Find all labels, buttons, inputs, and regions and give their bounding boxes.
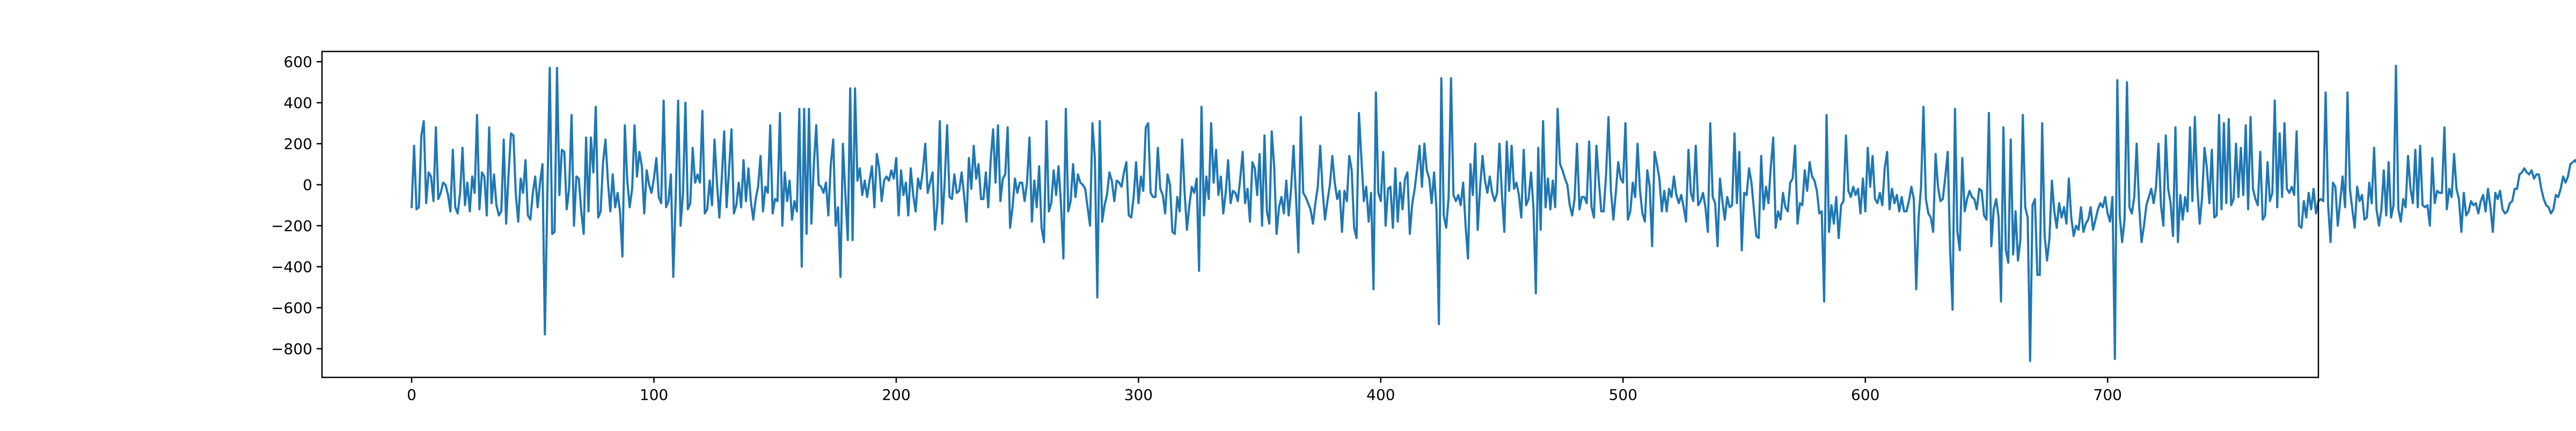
x-axis-ticks: 0 100 200 300 400 500 600 700 — [407, 377, 2122, 404]
x-tick-label: 500 — [1609, 386, 1637, 404]
y-axis-ticks: −800 −600 −400 −200 0 200 400 600 — [271, 53, 322, 358]
series-layer — [411, 64, 2576, 362]
y-tick-label: −400 — [271, 258, 312, 276]
plot-area-background — [322, 51, 2318, 377]
y-tick-label: −200 — [271, 217, 312, 235]
series-line — [411, 64, 2576, 362]
y-tick-label: 0 — [303, 176, 312, 194]
y-tick-label: 200 — [284, 135, 312, 153]
plot-area-frame — [321, 50, 2319, 378]
x-tick-label: 300 — [1124, 386, 1153, 404]
x-tick-label: 600 — [1851, 386, 1879, 404]
y-tick-label: 400 — [284, 94, 312, 112]
y-tick-label: −800 — [271, 340, 312, 358]
y-tick-label: −600 — [271, 299, 312, 317]
x-tick-label: 0 — [407, 386, 416, 404]
x-tick-label: 100 — [640, 386, 668, 404]
x-tick-label: 400 — [1366, 386, 1395, 404]
x-tick-label: 200 — [882, 386, 910, 404]
x-tick-label: 700 — [2094, 386, 2122, 404]
y-tick-label: 600 — [284, 53, 312, 71]
